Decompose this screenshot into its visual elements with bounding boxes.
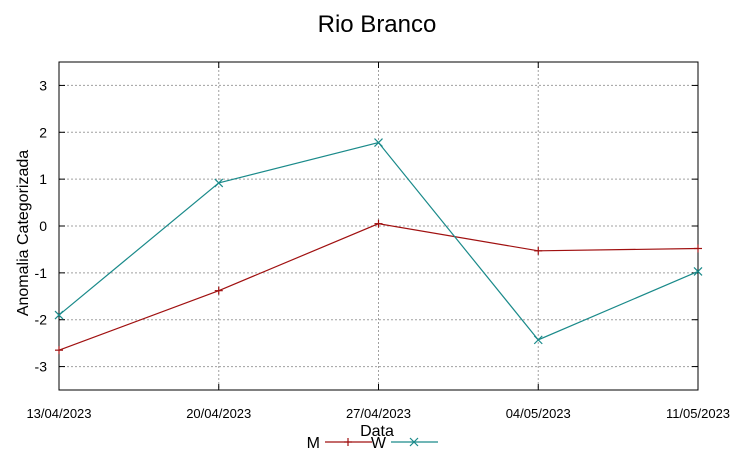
marker-cross-b	[214, 178, 224, 188]
x-tick-label: 20/04/2023	[186, 406, 251, 421]
x-axis: 13/04/2023 20/04/2023 27/04/2023 04/05/2023…	[26, 62, 730, 421]
marker-cross-b	[374, 138, 383, 148]
data-point	[214, 286, 223, 295]
x-tick-label: 13/04/2023	[26, 406, 91, 421]
data-point	[534, 246, 543, 255]
legend-label: M	[307, 435, 320, 452]
data-point	[693, 267, 703, 276]
series	[54, 138, 703, 355]
legend-label: W	[371, 435, 387, 452]
data-point	[214, 178, 224, 188]
data-point	[374, 219, 383, 228]
marker-cross-b	[409, 437, 419, 447]
y-tick-label: 2	[39, 124, 47, 140]
y-tick-label: -1	[35, 265, 48, 281]
y-tick-label: -3	[35, 359, 48, 375]
y-tick-label: 1	[39, 171, 47, 187]
y-tick-label: -2	[35, 312, 48, 328]
series-m	[55, 219, 702, 355]
x-axis-label: Data	[360, 423, 394, 440]
y-tick-label: 0	[39, 218, 47, 234]
data-point	[374, 138, 383, 148]
marker-cross-b	[54, 310, 64, 320]
y-axis-label: Anomalia Categorizada	[15, 150, 32, 316]
data-point	[55, 346, 63, 355]
y-axis: -3 -2 -1 0 1 2 3	[35, 77, 698, 375]
y-tick-label: 3	[39, 77, 47, 93]
x-tick-label: 04/05/2023	[506, 406, 571, 421]
data-point	[54, 310, 64, 320]
data-point	[533, 335, 543, 345]
x-tick-label: 27/04/2023	[346, 406, 411, 421]
marker-cross-b	[533, 335, 543, 345]
series-w	[54, 138, 703, 345]
data-point	[694, 244, 702, 253]
x-tick-label: 11/05/2023	[666, 406, 730, 421]
chart-title: Rio Branco	[318, 11, 437, 38]
marker-cross-b	[693, 267, 703, 276]
